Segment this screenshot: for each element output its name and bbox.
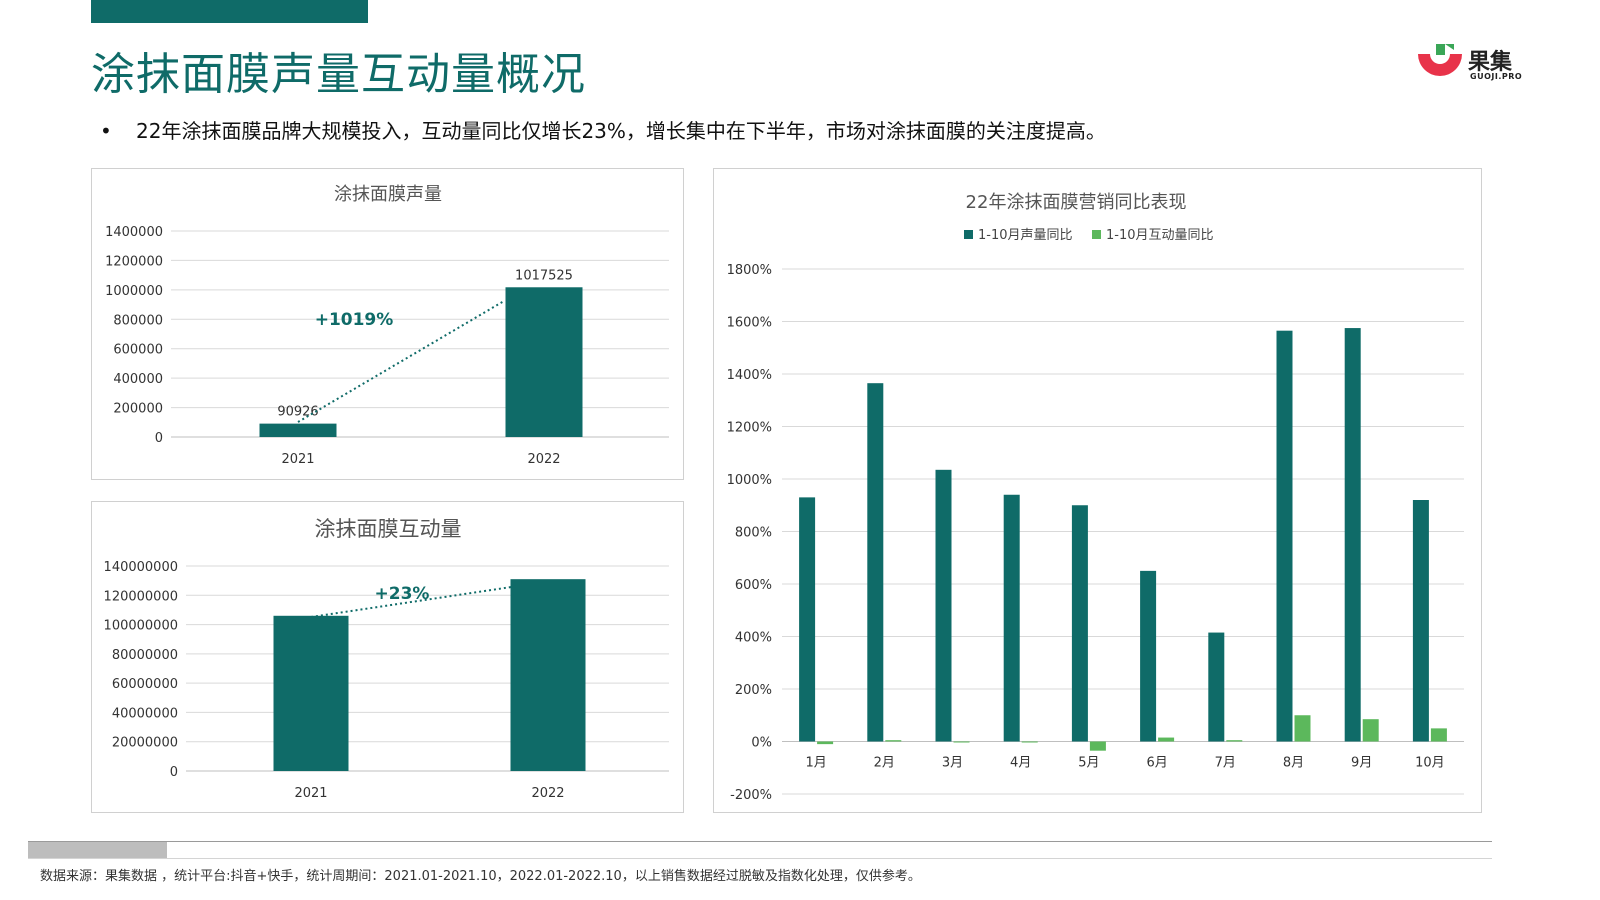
legend-label: 1-10月互动量同比 <box>1106 228 1214 243</box>
x-tick-label: 6月 <box>1146 756 1167 771</box>
y-tick-label: 600% <box>735 578 772 593</box>
x-tick-label: 5月 <box>1078 756 1099 771</box>
bullet-dot-icon: • <box>100 119 112 143</box>
data-label: 90926 <box>277 405 318 420</box>
bar-6月-volume <box>1140 570 1157 742</box>
y-tick-label: 800000 <box>113 313 163 328</box>
y-tick-label: 100000000 <box>104 619 178 634</box>
y-tick-label: 1000% <box>727 473 772 488</box>
bar-6月-interaction <box>1158 737 1175 742</box>
chart-title: 涂抹面膜互动量 <box>315 517 462 541</box>
bar-3月-volume <box>935 469 952 742</box>
bar-7月-volume <box>1208 632 1225 742</box>
summary-bullet: • 22年涂抹面膜品牌大规模投入，互动量同比仅增长23%，增长集中在下半年，市场对… <box>100 115 1106 144</box>
logo-text-cn: 果集 <box>1468 50 1513 75</box>
y-tick-label: 0 <box>155 431 163 446</box>
legend-swatch <box>964 230 973 239</box>
y-tick-label: 80000000 <box>112 648 178 663</box>
brand-logo: 果集 GUOJI.PRO <box>1416 44 1532 86</box>
growth-annotation: +1019% <box>315 310 394 330</box>
legend-swatch <box>1092 230 1101 239</box>
x-tick-label: 4月 <box>1010 756 1031 771</box>
y-tick-label: 400% <box>735 631 772 646</box>
growth-annotation: +23% <box>375 584 430 604</box>
interaction-chart: 涂抹面膜互动量 0 20000000 40000000 60000000 80000000… <box>104 517 669 801</box>
y-tick-label: -200% <box>730 788 772 803</box>
y-tick-label: 1200% <box>727 421 772 436</box>
x-tick-label: 10月 <box>1415 756 1445 771</box>
top-accent-bar <box>91 0 368 23</box>
y-tick-label: 0 <box>170 765 178 780</box>
x-tick-label: 2022 <box>527 452 560 467</box>
x-tick-label: 1月 <box>805 756 826 771</box>
chart-title: 涂抹面膜声量 <box>334 184 442 205</box>
bar-10月-interaction <box>1430 728 1447 742</box>
bar-2月-volume <box>867 383 884 742</box>
x-tick-label: 2022 <box>531 786 564 801</box>
bar-5月-interaction <box>1089 741 1106 751</box>
logo-text-en: GUOJI.PRO <box>1470 72 1523 81</box>
data-label: 1017525 <box>515 268 573 283</box>
footer-source-note: 数据来源：果集数据 ，统计平台:抖音+快手，统计周期间：2021.01-2021… <box>40 869 921 884</box>
footer-divider <box>28 841 1492 842</box>
bar-2月-interaction <box>885 740 902 742</box>
y-tick-label: 120000000 <box>104 589 178 604</box>
bar-5月-volume <box>1071 505 1088 742</box>
legend-label: 1-10月声量同比 <box>978 228 1073 243</box>
footer-divider-2 <box>28 858 1492 859</box>
yoy-chart: 22年涂抹面膜营销同比表现 1-10月声量同比 1-10月互动量同比 -200% 0% 2… <box>727 192 1464 803</box>
logo-mark-icon <box>1418 44 1462 76</box>
bar-9月-interaction <box>1362 719 1379 742</box>
y-tick-label: 140000000 <box>104 560 178 575</box>
page-title: 涂抹面膜声量互动量概况 <box>91 49 586 100</box>
y-tick-label: 600000 <box>113 343 163 358</box>
y-tick-label: 0% <box>751 736 772 751</box>
y-tick-label: 200000 <box>113 402 163 417</box>
x-tick-label: 7月 <box>1215 756 1236 771</box>
x-tick-label: 2021 <box>281 452 314 467</box>
volume-chart: 涂抹面膜声量 0 200000 400000 600000 800000 1000000 12… <box>105 184 669 467</box>
chart-panel-volume: 涂抹面膜声量 0 200000 400000 600000 800000 1000000 12… <box>91 168 684 480</box>
chart-panel-yoy: 22年涂抹面膜营销同比表现 1-10月声量同比 1-10月互动量同比 -200% 0% 2… <box>713 168 1482 813</box>
bar-4月-volume <box>1003 494 1020 742</box>
y-tick-label: 800% <box>735 526 772 541</box>
footer-accent-bar <box>28 842 167 858</box>
bar-3月-interaction <box>953 741 970 743</box>
y-tick-label: 40000000 <box>112 706 178 721</box>
x-tick-label: 2月 <box>874 756 895 771</box>
y-tick-label: 60000000 <box>112 677 178 692</box>
bar-8月-interaction <box>1294 715 1311 742</box>
chart-panel-interaction: 涂抹面膜互动量 0 20000000 40000000 60000000 80000000… <box>91 501 684 813</box>
y-tick-label: 400000 <box>113 372 163 387</box>
summary-text: 22年涂抹面膜品牌大规模投入，互动量同比仅增长23%，增长集中在下半年，市场对涂… <box>136 119 1106 143</box>
chart-title: 22年涂抹面膜营销同比表现 <box>966 192 1187 213</box>
bar-9月-volume <box>1344 328 1361 742</box>
y-tick-label: 1000000 <box>105 284 163 299</box>
bar-1月-volume <box>799 497 816 742</box>
bar-2021 <box>273 615 349 771</box>
y-tick-label: 1400000 <box>105 225 163 240</box>
bar-4月-interaction <box>1021 741 1038 743</box>
x-tick-label: 9月 <box>1351 756 1372 771</box>
y-tick-label: 1400% <box>727 368 772 383</box>
x-tick-label: 8月 <box>1283 756 1304 771</box>
bar-1月-interaction <box>817 741 834 745</box>
y-tick-label: 1800% <box>727 263 772 278</box>
y-tick-label: 1200000 <box>105 254 163 269</box>
y-tick-label: 200% <box>735 683 772 698</box>
y-tick-label: 1600% <box>727 316 772 331</box>
bar-7月-interaction <box>1226 740 1243 742</box>
bar-10月-volume <box>1412 500 1429 742</box>
bar-2022 <box>505 287 583 437</box>
bar-2022 <box>510 579 586 771</box>
y-tick-label: 20000000 <box>112 736 178 751</box>
x-tick-label: 2021 <box>294 786 327 801</box>
x-tick-label: 3月 <box>942 756 963 771</box>
bar-2021 <box>259 423 337 437</box>
bar-8月-volume <box>1276 330 1293 742</box>
